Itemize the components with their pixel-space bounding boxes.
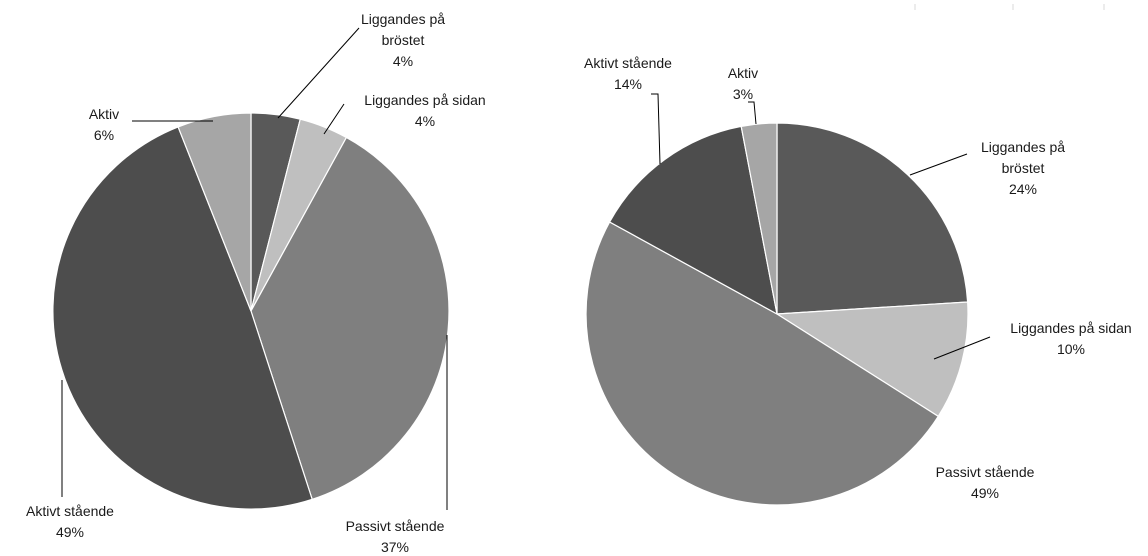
pie-slice [52, 126, 313, 510]
data-label: Liggandes på sidan 10% [1010, 320, 1131, 357]
data-label-value: 24% [1009, 181, 1037, 197]
data-label-value: 14% [614, 76, 642, 92]
data-label: Liggandes på sidan 4% [364, 92, 485, 129]
data-label-value: 37% [381, 539, 409, 555]
data-label-category: bröstet [382, 32, 425, 48]
leader-line [651, 93, 661, 165]
pie-slice [585, 221, 940, 506]
data-label-category: Liggandes på [981, 139, 1065, 155]
leader-line [933, 336, 991, 360]
leader-line [277, 27, 360, 119]
pie-slice [177, 112, 252, 312]
pie-slice [775, 301, 969, 418]
data-label: Liggandes på bröstet 4% [361, 11, 445, 69]
data-label-category: Liggandes på [361, 11, 445, 27]
data-label: Aktivt stående 14% [584, 55, 672, 92]
data-label-category: Aktivt stående [26, 503, 114, 519]
data-label: Passivt stående 37% [346, 518, 445, 555]
data-label-value: 10% [1057, 341, 1085, 357]
pie-slice [250, 136, 450, 501]
data-label-category: Aktivt stående [584, 55, 672, 71]
leader-line [909, 153, 968, 176]
data-label-category: Liggandes på sidan [1010, 320, 1131, 336]
faint-corner-ticks [914, 4, 1105, 10]
data-label-value: 6% [94, 127, 114, 143]
leader-line [323, 103, 345, 135]
pie-slice [608, 125, 778, 316]
pie-chart-right: Liggandes på bröstet 24% Liggandes på sidan… [584, 55, 1132, 506]
pie-chart-left: Liggandes på bröstet 4% Liggandes på sidan 4… [26, 11, 486, 555]
data-label-category: bröstet [1002, 160, 1045, 176]
data-label-category: Aktiv [89, 106, 119, 122]
data-label: Liggandes på bröstet 24% [981, 139, 1065, 197]
data-label-category: Liggandes på sidan [364, 92, 485, 108]
data-label-value: 4% [415, 113, 435, 129]
data-label-category: Aktiv [728, 65, 758, 81]
data-label-value: 4% [393, 53, 413, 69]
leader-line [748, 101, 757, 125]
data-label: Aktivt stående 49% [26, 503, 114, 540]
data-label: Aktiv 6% [89, 106, 119, 143]
data-label-category: Passivt stående [936, 464, 1035, 480]
data-label-value: 49% [971, 485, 999, 501]
data-label-value: 49% [56, 524, 84, 540]
pie-slice [740, 122, 778, 315]
data-label: Passivt stående 49% [936, 464, 1035, 501]
data-label-value: 3% [733, 86, 753, 102]
data-label-category: Passivt stående [346, 518, 445, 534]
pie-slice [776, 122, 969, 315]
data-label: Aktiv 3% [728, 65, 758, 102]
